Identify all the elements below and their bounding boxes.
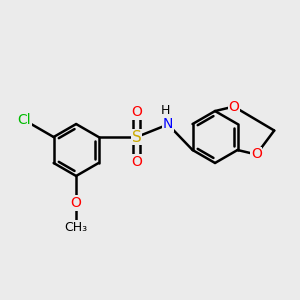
Text: N: N bbox=[163, 118, 173, 131]
Text: O: O bbox=[228, 100, 239, 114]
Text: O: O bbox=[71, 196, 82, 210]
Text: O: O bbox=[131, 154, 142, 169]
Text: O: O bbox=[251, 148, 262, 161]
Text: Cl: Cl bbox=[18, 113, 32, 127]
Text: O: O bbox=[131, 105, 142, 119]
Text: CH₃: CH₃ bbox=[64, 221, 88, 234]
Text: S: S bbox=[132, 130, 142, 145]
Text: H: H bbox=[161, 103, 170, 117]
